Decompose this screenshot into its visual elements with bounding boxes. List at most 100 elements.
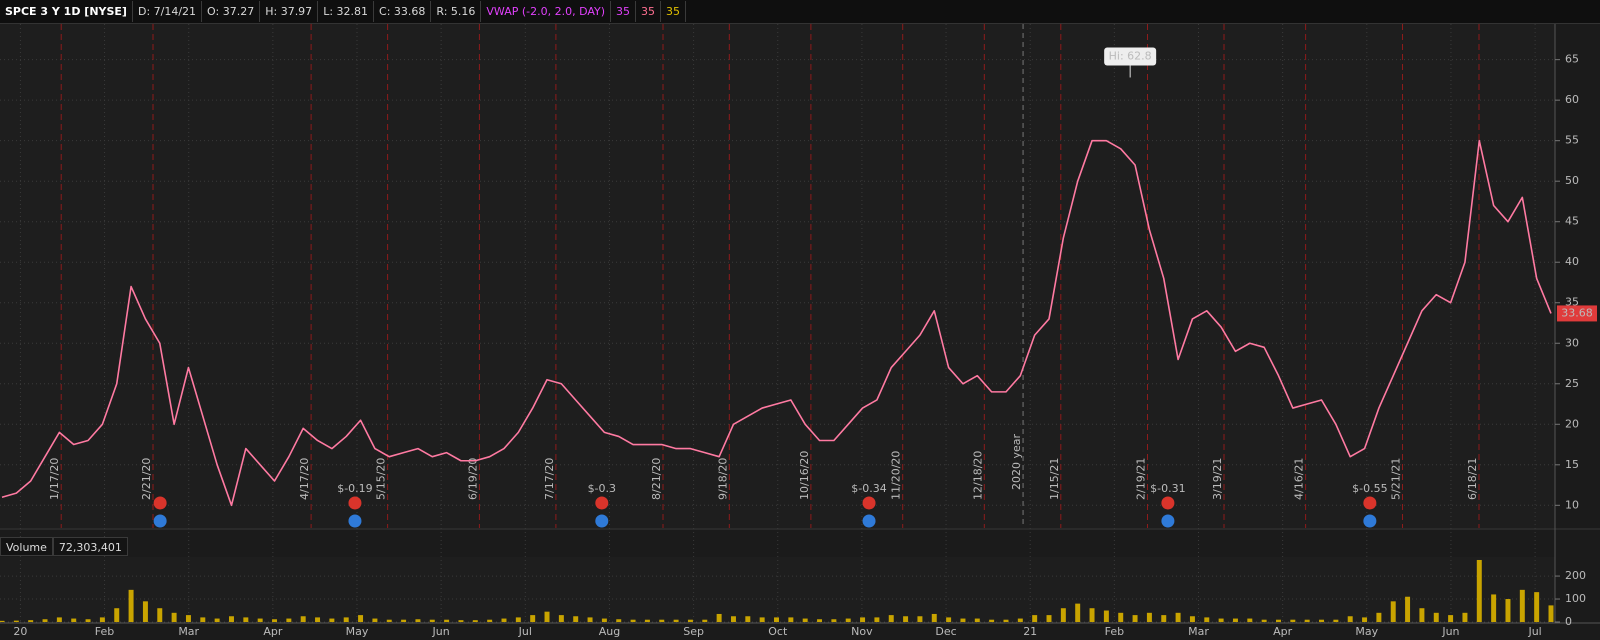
volume-bar <box>917 616 923 622</box>
expiration-label: 9/18/20 <box>716 458 729 500</box>
volume-bar <box>1175 612 1181 622</box>
volume-bar <box>745 616 751 622</box>
y-tick-label: 25 <box>1565 377 1579 390</box>
earnings-label: $-0.55 <box>1352 482 1387 495</box>
volume-bar <box>1362 617 1368 622</box>
volume-bar <box>1390 601 1396 622</box>
expiration-label: 10/16/20 <box>798 451 811 500</box>
volume-bar <box>687 619 693 622</box>
y2-tick-label: 0 <box>1565 615 1572 628</box>
volume-bar <box>329 618 335 622</box>
x-tick-label: Oct <box>768 625 788 638</box>
volume-bar <box>1505 599 1511 622</box>
volume-value: 72,303,401 <box>52 537 128 556</box>
study-param[interactable]: 35 <box>636 1 662 22</box>
y-tick-label: 50 <box>1565 174 1579 187</box>
volume-bar <box>257 618 263 622</box>
volume-panel <box>0 557 1555 623</box>
volume-bar <box>1376 612 1382 622</box>
volume-bar <box>946 617 952 622</box>
dividend-icon <box>1363 514 1377 528</box>
earnings-label: $-0.3 <box>588 482 616 495</box>
high-box <box>1104 47 1157 66</box>
volume-bar <box>243 617 249 622</box>
volume-bar <box>716 613 722 622</box>
volume-bar <box>673 619 679 622</box>
event-icon <box>348 496 362 510</box>
volume-bar <box>114 608 120 622</box>
volume-bar <box>1046 615 1052 622</box>
dividend-icon <box>1161 514 1175 528</box>
x-tick-label: Dec <box>935 625 956 638</box>
study-label[interactable]: VWAP (-2.0, 2.0, DAY) <box>481 1 612 22</box>
expiration-label: 2/19/21 <box>1135 458 1148 500</box>
volume-bar <box>601 618 607 622</box>
volume-bar <box>759 617 765 622</box>
volume-bar <box>1218 618 1224 622</box>
volume-bar <box>644 619 650 622</box>
x-tick-label: Mar <box>178 625 199 638</box>
volume-bar <box>1204 617 1210 622</box>
volume-bar <box>903 616 909 622</box>
volume-bar <box>1347 616 1353 622</box>
volume-bar <box>874 617 880 622</box>
volume-bar <box>1405 596 1411 622</box>
volume-bar <box>214 618 220 622</box>
volume-bar <box>85 619 91 622</box>
volume-bar <box>71 618 77 622</box>
expiration-label: 2/21/20 <box>140 458 153 500</box>
volume-bar <box>1519 589 1525 622</box>
dividend-icon <box>595 514 609 528</box>
volume-bar <box>1247 618 1253 622</box>
y-tick-label: 15 <box>1565 458 1579 471</box>
volume-bar <box>1003 619 1009 622</box>
volume-bar <box>1462 612 1468 622</box>
volume-bar <box>1433 612 1439 622</box>
volume-bar <box>1189 616 1195 622</box>
expiration-label: 4/16/21 <box>1293 458 1306 500</box>
volume-bar <box>860 617 866 622</box>
volume-bar <box>13 620 19 622</box>
volume-bar <box>974 618 980 622</box>
volume-bar <box>1534 592 1540 622</box>
study-param[interactable]: 35 <box>661 1 687 22</box>
volume-bar <box>401 619 407 622</box>
quote-high: H: 37.97 <box>260 1 319 22</box>
volume-bar <box>1419 608 1425 622</box>
volume-bar <box>171 612 177 622</box>
quote-date: D: 7/14/21 <box>133 1 203 22</box>
quote-low: L: 32.81 <box>318 1 375 22</box>
dividend-icon <box>348 514 362 528</box>
dividend-icon <box>153 514 167 528</box>
volume-bar <box>558 615 564 622</box>
expiration-label: 6/18/21 <box>1466 458 1479 500</box>
volume-bar <box>1261 619 1267 622</box>
volume-bar <box>888 615 894 622</box>
year-label: 2020 year <box>1010 433 1023 490</box>
volume-bar <box>1304 619 1310 622</box>
volume-bar <box>1319 619 1325 622</box>
study-param[interactable]: 35 <box>611 1 637 22</box>
symbol[interactable]: SPCE 3 Y 1D [NYSE] <box>0 1 133 22</box>
volume-bar <box>702 619 708 622</box>
y-tick-label: 30 <box>1565 336 1579 349</box>
volume-bar <box>1060 608 1066 622</box>
last-price-label: 33.68 <box>1561 306 1593 319</box>
volume-bar <box>573 616 579 622</box>
x-tick-label: May <box>346 625 369 638</box>
volume-bar <box>200 617 206 622</box>
volume-bar <box>931 613 937 622</box>
expiration-label: 5/15/20 <box>375 458 388 500</box>
volume-label[interactable]: Volume <box>0 537 53 556</box>
volume-bar <box>358 615 364 622</box>
x-tick-label: Nov <box>851 625 873 638</box>
volume-bar <box>1089 608 1095 622</box>
event-icon <box>1161 496 1175 510</box>
volume-bar <box>472 620 478 622</box>
volume-bar <box>831 619 837 622</box>
volume-bar <box>142 601 148 622</box>
volume-bar <box>1103 610 1109 622</box>
volume-bar <box>1476 559 1482 622</box>
expiration-label: 1/15/21 <box>1048 458 1061 500</box>
